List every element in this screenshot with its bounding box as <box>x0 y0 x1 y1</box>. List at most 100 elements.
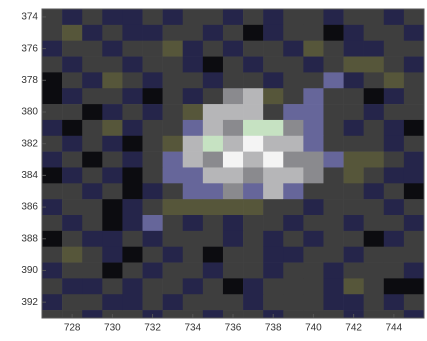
pixel <box>344 263 364 279</box>
pixel <box>243 278 263 294</box>
pixel <box>364 167 384 183</box>
pixel <box>122 231 142 247</box>
pixel <box>203 136 223 152</box>
pixel <box>263 104 283 120</box>
pixel <box>42 88 62 104</box>
pixel <box>364 9 384 25</box>
pixel <box>82 215 102 231</box>
pixel <box>183 104 203 120</box>
pixel <box>303 247 323 263</box>
pixel <box>82 231 102 247</box>
pixel <box>102 167 122 183</box>
pixel <box>203 199 223 215</box>
pixel <box>344 72 364 88</box>
pixel <box>203 57 223 73</box>
pixel <box>102 41 122 57</box>
pixel <box>364 136 384 152</box>
pixel <box>183 199 203 215</box>
pixel <box>364 215 384 231</box>
pixel <box>122 263 142 279</box>
pixel <box>404 57 424 73</box>
pixel <box>263 136 283 152</box>
pixel <box>143 9 163 25</box>
pixel <box>384 88 404 104</box>
pixel <box>404 247 424 263</box>
pixel <box>323 183 343 199</box>
pixel <box>263 278 283 294</box>
pixel <box>323 263 343 279</box>
pixel <box>203 278 223 294</box>
y-tick-label: 384 <box>21 170 38 181</box>
pixel <box>62 278 82 294</box>
pixel <box>344 88 364 104</box>
pixel <box>203 247 223 263</box>
pixel <box>364 231 384 247</box>
pixel <box>203 263 223 279</box>
pixel <box>364 263 384 279</box>
pixel <box>62 104 82 120</box>
pixel <box>384 167 404 183</box>
pixel <box>384 247 404 263</box>
pixel <box>263 231 283 247</box>
pixel <box>163 41 183 57</box>
pixel <box>283 57 303 73</box>
pixel <box>364 183 384 199</box>
pixel <box>263 57 283 73</box>
pixel <box>122 25 142 41</box>
pixel <box>283 294 303 310</box>
pixel <box>183 152 203 168</box>
pixel <box>243 199 263 215</box>
pixel <box>384 183 404 199</box>
y-tick-label: 392 <box>21 297 38 308</box>
pixel <box>82 25 102 41</box>
pixel <box>323 294 343 310</box>
pixel <box>223 199 243 215</box>
pixel <box>263 167 283 183</box>
pixel <box>223 88 243 104</box>
pixel <box>283 167 303 183</box>
pixel <box>243 104 263 120</box>
pixel <box>384 120 404 136</box>
x-tick-label: 736 <box>225 323 242 334</box>
pixel <box>243 25 263 41</box>
pixel <box>62 263 82 279</box>
pixel <box>344 199 364 215</box>
pixel <box>223 247 243 263</box>
pixel <box>303 72 323 88</box>
pixel <box>303 294 323 310</box>
pixel <box>364 57 384 73</box>
pixel <box>283 9 303 25</box>
pixel <box>344 57 364 73</box>
pixel <box>183 9 203 25</box>
pixel <box>82 199 102 215</box>
pixel <box>143 247 163 263</box>
pixel <box>143 231 163 247</box>
pixel <box>364 247 384 263</box>
pixel <box>122 57 142 73</box>
pixel <box>303 278 323 294</box>
pixel <box>283 120 303 136</box>
pixel <box>364 199 384 215</box>
pixel <box>102 72 122 88</box>
pixel <box>344 183 364 199</box>
pixel <box>102 57 122 73</box>
pixel <box>143 167 163 183</box>
pixel <box>163 57 183 73</box>
pixel <box>183 88 203 104</box>
pixel <box>364 72 384 88</box>
pixel <box>323 167 343 183</box>
pixel <box>163 136 183 152</box>
pixel <box>404 263 424 279</box>
pixel <box>364 88 384 104</box>
pixel <box>223 167 243 183</box>
pixel <box>344 25 364 41</box>
pixel <box>82 294 102 310</box>
pixel <box>62 88 82 104</box>
pixel <box>143 183 163 199</box>
pixel <box>283 25 303 41</box>
pixel <box>143 25 163 41</box>
pixel <box>303 199 323 215</box>
pixel <box>62 9 82 25</box>
pixel <box>283 136 303 152</box>
pixel <box>42 215 62 231</box>
